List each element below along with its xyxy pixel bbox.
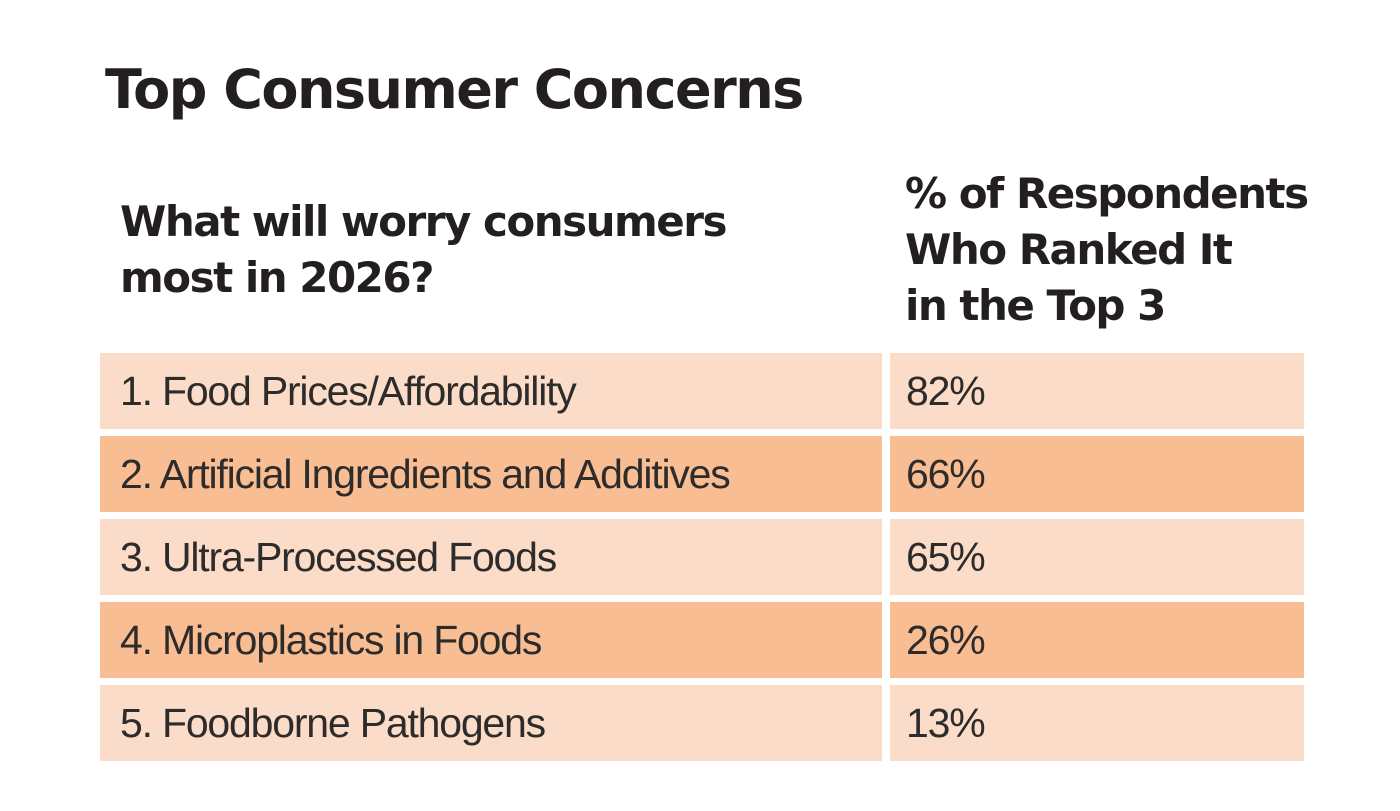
concern-label: 2. Artificial Ingredients and Additives — [100, 436, 882, 512]
concern-label: 5. Foodborne Pathogens — [100, 685, 882, 761]
concern-label: 3. Ultra-Processed Foods — [100, 519, 882, 595]
table-row: 2. Artificial Ingredients and Additives … — [100, 436, 1304, 512]
column-header-question: What will worry consumers most in 2026? — [120, 197, 727, 302]
column-header-percent-respondents: % of Respondents Who Ranked It in the To… — [905, 169, 1309, 330]
concern-label: 4. Microplastics in Foods — [100, 602, 882, 678]
page-title: Top Consumer Concerns — [105, 58, 804, 121]
table-row: 3. Ultra-Processed Foods 65% — [100, 519, 1304, 595]
concern-value: 26% — [890, 602, 1304, 678]
concern-value: 66% — [890, 436, 1304, 512]
concern-label: 1. Food Prices/Affordability — [100, 353, 882, 429]
table-row: 4. Microplastics in Foods 26% — [100, 602, 1304, 678]
concern-value: 65% — [890, 519, 1304, 595]
concerns-table: 1. Food Prices/Affordability 82% 2. Arti… — [100, 353, 1304, 761]
table-row: 5. Foodborne Pathogens 13% — [100, 685, 1304, 761]
concern-value: 82% — [890, 353, 1304, 429]
table-row: 1. Food Prices/Affordability 82% — [100, 353, 1304, 429]
concern-value: 13% — [890, 685, 1304, 761]
